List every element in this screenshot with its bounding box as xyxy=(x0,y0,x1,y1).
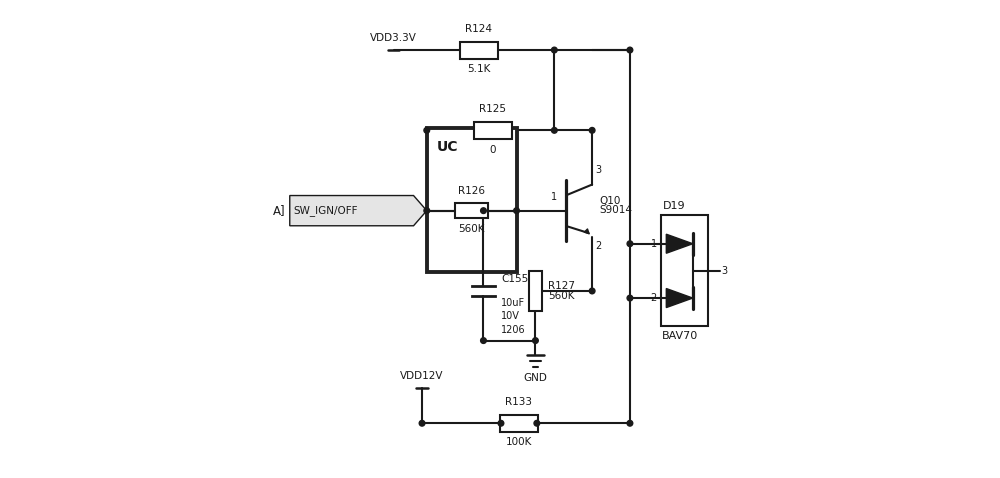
Polygon shape xyxy=(666,289,693,307)
Bar xyxy=(427,128,517,272)
Text: GND: GND xyxy=(523,373,547,383)
Text: D19: D19 xyxy=(663,201,686,211)
Circle shape xyxy=(627,241,633,247)
Circle shape xyxy=(481,208,486,214)
Text: 3: 3 xyxy=(721,266,727,276)
Text: 2: 2 xyxy=(595,241,601,251)
Text: 0: 0 xyxy=(490,144,496,154)
Polygon shape xyxy=(666,234,693,253)
Text: R133: R133 xyxy=(505,397,532,407)
Text: 560K: 560K xyxy=(458,224,485,234)
Circle shape xyxy=(424,128,430,133)
Text: A]: A] xyxy=(272,204,285,217)
Text: SW_IGN/OFF: SW_IGN/OFF xyxy=(294,205,358,216)
Text: R125: R125 xyxy=(479,104,506,114)
Circle shape xyxy=(627,295,633,301)
Text: BAV70: BAV70 xyxy=(661,331,698,341)
Text: C155: C155 xyxy=(501,274,528,284)
Text: 1206: 1206 xyxy=(501,325,526,335)
Text: VDD12V: VDD12V xyxy=(400,371,444,381)
Circle shape xyxy=(551,47,557,53)
Circle shape xyxy=(533,338,538,343)
Bar xyxy=(500,415,538,432)
Text: VDD3.3V: VDD3.3V xyxy=(370,33,417,43)
Circle shape xyxy=(589,288,595,294)
Text: 10uF: 10uF xyxy=(501,298,525,308)
Text: 3: 3 xyxy=(595,165,601,175)
Text: 10V: 10V xyxy=(501,311,520,321)
Polygon shape xyxy=(290,196,427,226)
Circle shape xyxy=(551,128,557,133)
Text: UC: UC xyxy=(437,140,459,154)
Bar xyxy=(455,203,488,218)
Text: R126: R126 xyxy=(458,185,485,196)
Circle shape xyxy=(514,208,519,214)
Circle shape xyxy=(627,47,633,53)
Text: Q10: Q10 xyxy=(599,196,621,206)
Text: R127: R127 xyxy=(548,281,575,291)
Circle shape xyxy=(498,421,504,426)
Text: 560K: 560K xyxy=(548,291,574,301)
Text: S9014: S9014 xyxy=(599,205,632,215)
Circle shape xyxy=(534,421,540,426)
Bar xyxy=(661,216,708,326)
Circle shape xyxy=(424,208,430,214)
Circle shape xyxy=(481,338,486,343)
Text: 5.1K: 5.1K xyxy=(467,64,490,74)
Text: 100K: 100K xyxy=(506,437,532,447)
Circle shape xyxy=(627,421,633,426)
Text: 2: 2 xyxy=(651,293,657,303)
Bar xyxy=(460,42,498,58)
Circle shape xyxy=(419,421,425,426)
Text: 1: 1 xyxy=(551,192,557,202)
Bar xyxy=(529,271,542,311)
Bar xyxy=(474,122,512,139)
Circle shape xyxy=(589,128,595,133)
Text: R124: R124 xyxy=(465,24,492,34)
Text: 1: 1 xyxy=(651,239,657,249)
